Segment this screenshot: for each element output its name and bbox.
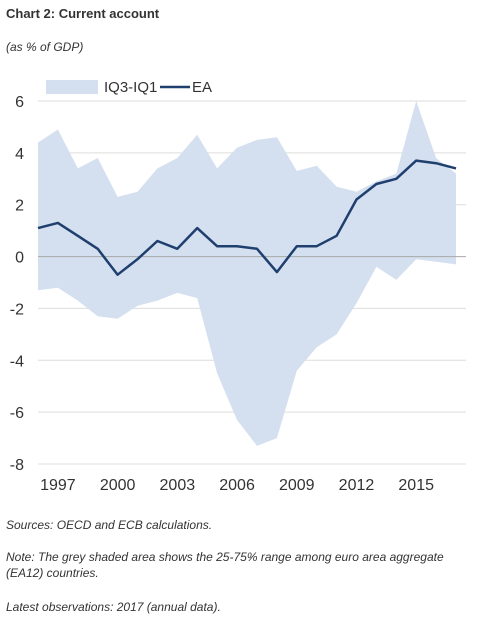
x-tick-label: 1997	[40, 477, 76, 494]
x-tick-label: 2000	[100, 477, 136, 494]
x-tick-label: 2015	[398, 477, 434, 494]
y-tick-label: 6	[15, 94, 24, 111]
y-axis-ticks: 6 4 2 0 -2 -4 -6 -8	[10, 94, 24, 474]
legend-swatch-iq3-iq1	[46, 80, 98, 94]
y-tick-label: -2	[10, 301, 24, 318]
legend-label-ea: EA	[192, 79, 212, 96]
y-tick-label: -4	[10, 353, 24, 370]
ea-line-layer	[37, 159, 457, 276]
shaded-area-note: Note: The grey shaded area shows the 25-…	[6, 550, 444, 580]
sources-note: Sources: OECD and ECB calculations.	[6, 518, 213, 532]
y-tick-label: 0	[15, 250, 24, 267]
legend-label-iq3-iq1: IQ3-IQ1	[104, 79, 157, 96]
x-tick-label: 2012	[339, 477, 375, 494]
y-tick-label: -8	[10, 457, 24, 474]
ea-line	[37, 159, 457, 276]
y-tick-label: 4	[15, 146, 24, 163]
chart-title: Chart 2: Current account	[6, 6, 160, 21]
y-tick-label: -6	[10, 405, 24, 422]
current-account-chart: 6 4 2 0 -2 -4 -6 -8 1997 2000 2003 2006 2009 2012 201…	[10, 79, 466, 494]
x-tick-label: 2003	[160, 477, 196, 494]
x-tick-label: 2006	[219, 477, 255, 494]
x-axis-ticks: 1997 2000 2003 2006 2009 2012 2015	[40, 477, 434, 494]
iq3-iq1-band	[38, 101, 456, 446]
y-tick-label: 2	[15, 198, 24, 215]
latest-observations-note: Latest observations: 2017 (annual data).	[6, 600, 221, 614]
legend: IQ3-IQ1 EA	[46, 79, 212, 96]
x-tick-label: 2009	[279, 477, 315, 494]
chart-subtitle: (as % of GDP)	[6, 40, 84, 54]
iq-band-layer	[38, 101, 456, 446]
